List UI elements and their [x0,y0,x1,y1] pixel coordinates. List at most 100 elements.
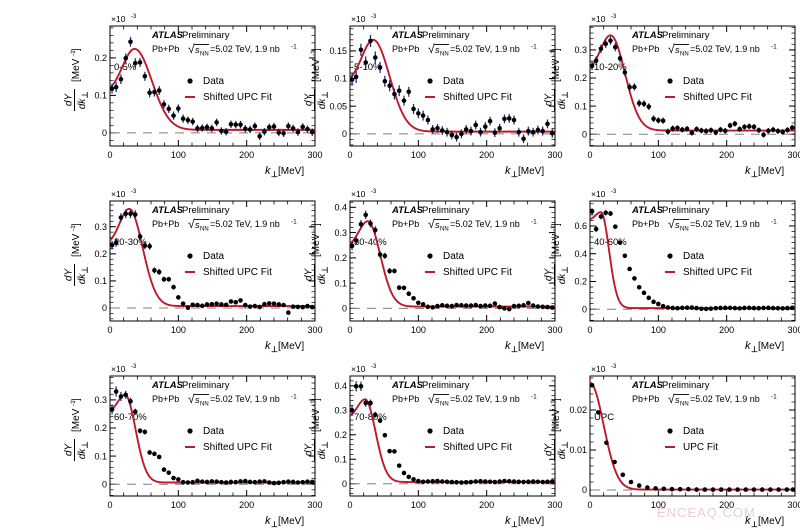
svg-text:dY: dY [304,268,315,282]
data-point [411,477,416,482]
legend: Data Shifted UPC Fit [425,76,512,103]
data-point [632,276,637,281]
data-series [349,210,555,312]
svg-text:Data: Data [203,76,225,87]
data-point [627,84,632,90]
y-tick-label: 0 [582,485,587,495]
plot-panel-upc: 010020030000.010.02×10-3dYdk⊥[MeV-1]k⊥[M… [544,354,800,530]
y-tick-label: 0.1 [334,278,347,288]
data-point [506,116,512,121]
svg-text:=5.02 TeV, 1.9 nb: =5.02 TeV, 1.9 nb [690,44,760,54]
data-point [598,46,604,52]
data-point [679,127,685,133]
svg-text:k: k [745,515,751,527]
data-point [300,304,305,310]
x-tick-label: 100 [171,150,186,160]
data-point [718,127,723,133]
data-point [703,128,709,134]
svg-text:NN: NN [680,52,689,58]
svg-text:-3: -3 [611,14,617,20]
data-point [497,479,502,484]
x-tick-label: 300 [547,500,562,510]
data-series [109,209,315,315]
data-point [271,480,277,486]
legend-data-marker [667,428,673,434]
data-point [228,299,234,304]
y-tick-label: 0.1 [94,91,107,101]
legend-fit-label: Shifted UPC Fit [203,92,272,103]
data-point [789,125,795,131]
plot-frame [589,200,796,322]
data-point [382,432,388,438]
data-point [257,304,262,310]
data-point [516,129,522,135]
svg-text:√: √ [428,42,435,56]
data-point [526,479,531,485]
centrality-label: 60-70% [114,412,147,423]
svg-text:√: √ [668,217,675,231]
svg-text:Preliminary: Preliminary [662,380,710,391]
svg-text:]: ] [311,223,322,226]
data-point [463,303,469,308]
legend: Data Shifted UPC Fit [425,426,512,453]
data-series [109,386,315,486]
data-point [589,63,595,69]
svg-text:]: ] [71,223,82,226]
fit-curve [109,393,315,484]
data-point [746,305,752,311]
legend-data-marker [667,253,673,259]
svg-text:ATLAS: ATLAS [631,205,664,216]
svg-text:s: s [675,45,680,55]
svg-text:-1: -1 [550,225,557,231]
svg-text:ATLAS: ATLAS [631,380,664,391]
data-point [214,479,219,484]
y-tick-label: 0.6 [574,221,587,231]
data-point [478,479,483,484]
svg-text:dY: dY [544,93,555,107]
data-point [147,90,152,96]
svg-text:dY: dY [304,443,315,457]
plot-panel-10to20: 010020030000.10.20.3×10-3dYdk⊥[MeV-1]k⊥[… [544,4,800,180]
plot-frame [109,25,316,147]
svg-text:⊥: ⊥ [511,170,518,179]
data-point [147,450,152,455]
data-point [759,487,765,492]
data-point [266,301,272,306]
data-point [416,478,421,484]
data-point [309,129,315,135]
data-point [641,290,647,296]
svg-text:×10: ×10 [351,189,366,199]
svg-text:√: √ [188,392,195,406]
x-tick-label: 0 [347,500,352,510]
data-point [128,398,133,404]
data-point [118,76,124,82]
data-point [147,243,152,249]
legend-data-marker [667,78,673,84]
x-tick-label: 300 [787,325,800,335]
svg-text:√: √ [188,217,195,231]
data-point [751,124,757,130]
data-point [593,226,599,232]
data-point [595,410,601,415]
legend-data-marker [427,428,433,434]
svg-text:-1: -1 [310,400,317,406]
svg-text:NN: NN [440,402,449,408]
data-point [392,268,397,274]
data-point [689,130,695,136]
svg-text:dY: dY [544,268,555,282]
data-point [185,117,191,123]
y-tick-label: 0.4 [574,249,587,259]
data-point [511,117,517,123]
data-point [406,474,412,480]
y-tick-label: 0 [342,129,347,139]
y-scale-label: ×10 -3 [111,189,137,199]
svg-text:s: s [195,45,200,55]
data-point [703,306,709,312]
svg-text:k: k [265,515,271,527]
data-point [723,305,728,311]
x-axis: 0 100 200 300 [107,201,323,335]
svg-text:-3: -3 [131,364,137,370]
data-point [113,84,119,90]
svg-text:√: √ [668,42,675,56]
data-point [710,487,716,492]
